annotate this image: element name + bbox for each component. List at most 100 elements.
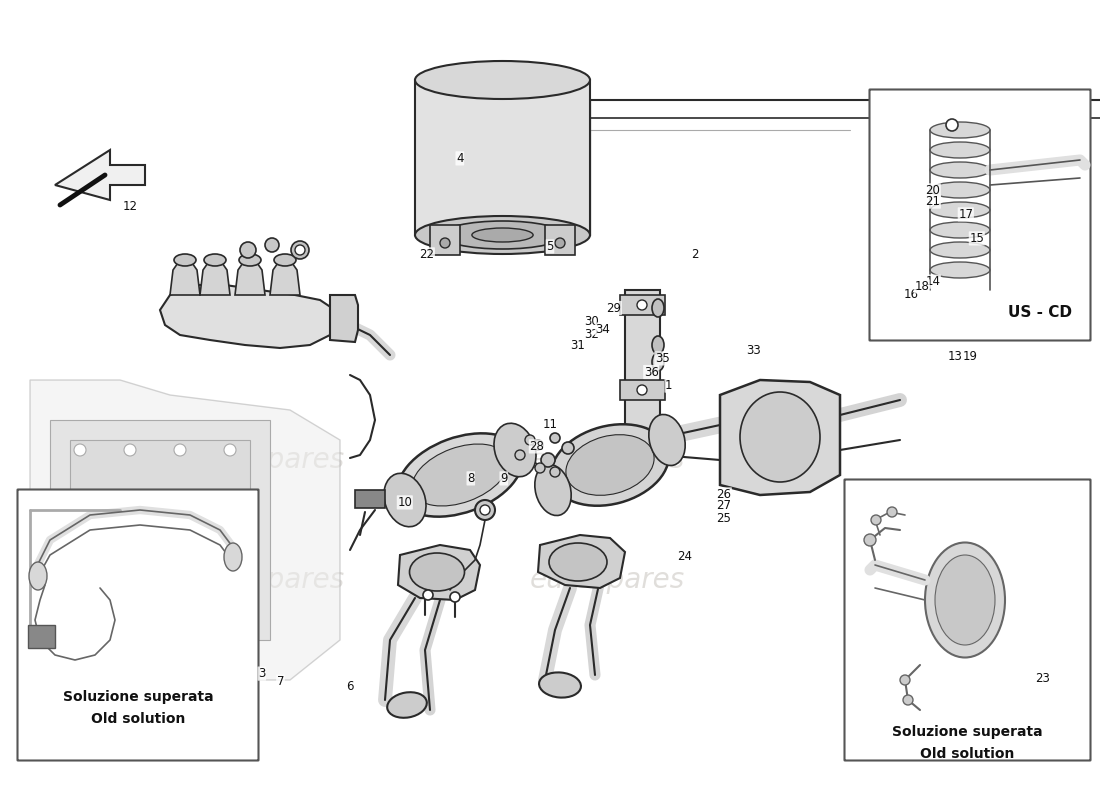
Text: 7: 7 bbox=[277, 675, 284, 688]
Circle shape bbox=[74, 444, 86, 456]
Circle shape bbox=[871, 515, 881, 525]
Text: 19: 19 bbox=[962, 350, 978, 362]
Ellipse shape bbox=[239, 254, 261, 266]
Ellipse shape bbox=[935, 555, 996, 645]
Ellipse shape bbox=[412, 444, 508, 506]
Circle shape bbox=[174, 444, 186, 456]
Text: 32: 32 bbox=[584, 328, 600, 341]
Ellipse shape bbox=[441, 221, 563, 249]
Circle shape bbox=[240, 242, 256, 258]
Ellipse shape bbox=[930, 222, 990, 238]
Polygon shape bbox=[620, 380, 666, 400]
Text: eurospares: eurospares bbox=[190, 446, 345, 474]
Polygon shape bbox=[625, 290, 660, 430]
Text: 30: 30 bbox=[584, 315, 600, 328]
Polygon shape bbox=[398, 545, 480, 600]
Circle shape bbox=[864, 534, 876, 546]
Circle shape bbox=[550, 467, 560, 477]
Text: 15: 15 bbox=[969, 232, 984, 245]
Ellipse shape bbox=[740, 392, 820, 482]
Polygon shape bbox=[55, 150, 145, 200]
Ellipse shape bbox=[174, 254, 196, 266]
Ellipse shape bbox=[551, 424, 669, 506]
Circle shape bbox=[424, 590, 433, 600]
Text: 21: 21 bbox=[925, 195, 940, 208]
Text: 14: 14 bbox=[925, 275, 940, 288]
Circle shape bbox=[562, 442, 574, 454]
Ellipse shape bbox=[652, 299, 664, 317]
Ellipse shape bbox=[204, 254, 226, 266]
Text: 3: 3 bbox=[258, 667, 265, 680]
Ellipse shape bbox=[930, 142, 990, 158]
Ellipse shape bbox=[224, 543, 242, 571]
Text: 12: 12 bbox=[122, 200, 138, 213]
Text: eurospares: eurospares bbox=[530, 566, 685, 594]
Ellipse shape bbox=[409, 553, 464, 591]
Polygon shape bbox=[720, 380, 840, 495]
Ellipse shape bbox=[494, 423, 536, 477]
Ellipse shape bbox=[415, 216, 590, 254]
Ellipse shape bbox=[930, 162, 990, 178]
Ellipse shape bbox=[652, 353, 664, 371]
Ellipse shape bbox=[549, 543, 607, 581]
Text: 33: 33 bbox=[746, 344, 761, 357]
Ellipse shape bbox=[565, 434, 654, 495]
Ellipse shape bbox=[652, 336, 664, 354]
Text: 11: 11 bbox=[542, 418, 558, 430]
Circle shape bbox=[887, 507, 896, 517]
Circle shape bbox=[224, 564, 236, 576]
Circle shape bbox=[946, 119, 958, 131]
Ellipse shape bbox=[384, 474, 426, 526]
Circle shape bbox=[515, 450, 525, 460]
Polygon shape bbox=[235, 260, 265, 295]
Ellipse shape bbox=[539, 673, 581, 698]
Polygon shape bbox=[30, 380, 340, 680]
Ellipse shape bbox=[387, 692, 427, 718]
Text: 34: 34 bbox=[595, 323, 610, 336]
Circle shape bbox=[480, 505, 490, 515]
Ellipse shape bbox=[930, 182, 990, 198]
Circle shape bbox=[535, 463, 544, 473]
Bar bbox=[415, 80, 590, 235]
Ellipse shape bbox=[274, 254, 296, 266]
Text: eurospares: eurospares bbox=[530, 446, 685, 474]
Ellipse shape bbox=[472, 228, 534, 242]
Text: Old solution: Old solution bbox=[91, 712, 185, 726]
Polygon shape bbox=[620, 295, 666, 315]
Polygon shape bbox=[355, 490, 385, 508]
FancyBboxPatch shape bbox=[869, 90, 1090, 341]
Text: eurospares: eurospares bbox=[190, 566, 345, 594]
Text: 36: 36 bbox=[644, 366, 659, 378]
Text: 5: 5 bbox=[547, 240, 553, 253]
Text: 24: 24 bbox=[676, 550, 692, 562]
Circle shape bbox=[74, 564, 86, 576]
Text: 4: 4 bbox=[456, 152, 463, 165]
Polygon shape bbox=[200, 260, 230, 295]
Ellipse shape bbox=[29, 562, 47, 590]
Circle shape bbox=[450, 592, 460, 602]
Text: 35: 35 bbox=[654, 352, 670, 365]
Text: 31: 31 bbox=[570, 339, 585, 352]
Ellipse shape bbox=[535, 465, 571, 515]
Ellipse shape bbox=[930, 202, 990, 218]
Text: 2: 2 bbox=[692, 248, 698, 261]
Ellipse shape bbox=[930, 262, 990, 278]
Ellipse shape bbox=[397, 434, 522, 517]
Circle shape bbox=[556, 238, 565, 248]
Text: 13: 13 bbox=[947, 350, 962, 362]
Polygon shape bbox=[28, 625, 55, 648]
Text: 18: 18 bbox=[914, 280, 929, 293]
Circle shape bbox=[292, 241, 309, 259]
Circle shape bbox=[534, 440, 543, 450]
Text: 28: 28 bbox=[529, 440, 544, 453]
Bar bbox=[50, 420, 270, 640]
Text: Soluzione superata: Soluzione superata bbox=[892, 725, 1043, 739]
Text: 8: 8 bbox=[468, 472, 474, 485]
Circle shape bbox=[637, 385, 647, 395]
Text: 10: 10 bbox=[397, 496, 412, 509]
Text: 25: 25 bbox=[716, 512, 732, 525]
Circle shape bbox=[124, 444, 136, 456]
Circle shape bbox=[637, 300, 647, 310]
Ellipse shape bbox=[925, 542, 1005, 658]
Circle shape bbox=[475, 500, 495, 520]
